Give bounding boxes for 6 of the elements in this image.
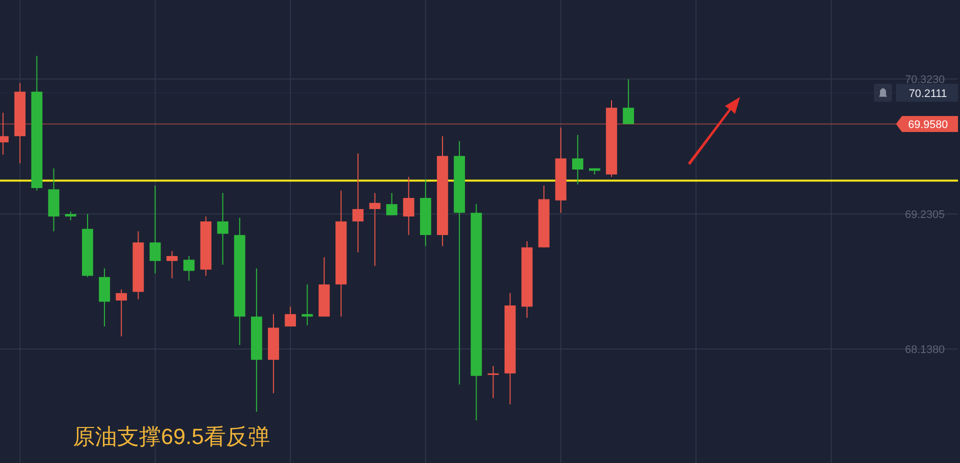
y-tick-label: 69.2305 [905, 208, 945, 221]
annotation: 原油支撑69.5看反弹 [73, 424, 270, 449]
y-tick-label: 70.3230 [905, 74, 945, 86]
y-tick-label: 68.1380 [905, 344, 945, 356]
ref-line-label: 70.2111 [908, 88, 948, 100]
ref-line-label: 69.9580 [908, 119, 948, 132]
